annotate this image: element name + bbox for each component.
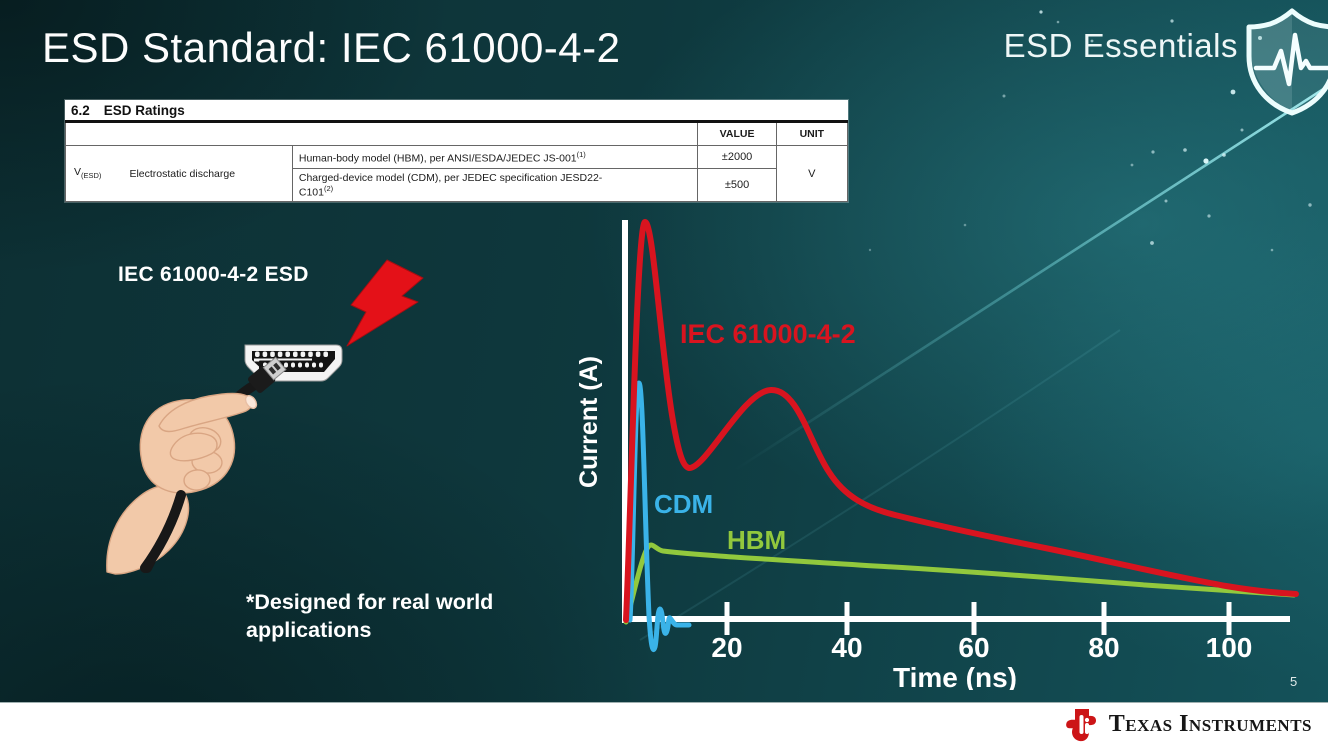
curve-iec [623, 218, 1299, 623]
col-header-value: VALUE [697, 121, 777, 146]
label-cdm: CDM [654, 489, 713, 519]
lightning-bolt-icon [346, 259, 424, 347]
ti-logo-text: Texas Instruments [1108, 711, 1312, 737]
label-hbm: HBM [727, 525, 786, 555]
section-title: ESD Ratings [103, 103, 185, 118]
cable-front [140, 490, 186, 573]
tick-label: 80 [1088, 632, 1119, 663]
tick-label: 60 [958, 632, 989, 663]
col-header-unit: UNIT [775, 121, 849, 146]
y-axis [622, 220, 628, 623]
esd-chart: 20 40 60 80 100 Time (ns) Current (A) IE… [575, 218, 1299, 690]
x-tick-labels: 20 40 60 80 100 [711, 632, 1252, 663]
esd-caption: IEC 61000-4-2 ESD [118, 263, 309, 286]
ti-logo-icon [1065, 708, 1096, 741]
x-axis-ticks [724, 602, 1232, 635]
x-axis-label: Time (ns) [893, 662, 1017, 690]
col-header-empty [64, 121, 699, 146]
page-number: 5 [1290, 674, 1298, 689]
curled-finger [183, 469, 211, 491]
row-description: Charged-device model (CDM), per JEDEC sp… [291, 168, 699, 202]
footnote-ref: (2) [323, 183, 334, 193]
shield-pulse-icon [1246, 8, 1328, 116]
x-axis [622, 616, 1290, 622]
ratings-table: 6.2 ESD Ratings VALUE UNIT V(ESD) Electro… [64, 100, 849, 202]
thumb [169, 432, 218, 462]
value-cell: ±500 [697, 168, 777, 202]
footer-bar: Texas Instruments [0, 702, 1328, 746]
y-axis-label: Current (A) [575, 356, 603, 488]
value-cell: ±2000 [697, 145, 777, 169]
table-section-heading: 6.2 ESD Ratings [65, 100, 848, 120]
hand [106, 392, 258, 575]
star-field [868, 10, 1312, 252]
label-iec: IEC 61000-4-2 [680, 319, 856, 349]
hand-holding-cable [106, 259, 424, 575]
light-streak-faint [639, 329, 1121, 641]
row-description: Human-body model (HBM), per ANSI/ESDA/JE… [291, 145, 699, 169]
param-symbol: V(ESD) [74, 166, 102, 181]
parameter-cell: V(ESD) Electrostatic discharge [65, 145, 293, 202]
note-text: *Designed for real world applications [246, 590, 494, 642]
section-number: 6.2 [71, 103, 90, 118]
tick-label: 100 [1206, 632, 1253, 663]
footnote-ref: (1) [576, 149, 586, 159]
unit-cell: V [775, 145, 849, 202]
hdmi-plug-icon [248, 356, 287, 394]
fingernail [244, 395, 258, 409]
light-streak [734, 84, 1328, 472]
tick-label: 20 [711, 632, 742, 663]
page-title: ESD Standard: IEC 61000-4-2 [42, 24, 621, 71]
tick-label: 40 [831, 632, 862, 663]
curve-cdm [627, 380, 692, 653]
brand-series-title: ESD Essentials [1003, 27, 1238, 64]
param-name: Electrostatic discharge [129, 167, 236, 180]
